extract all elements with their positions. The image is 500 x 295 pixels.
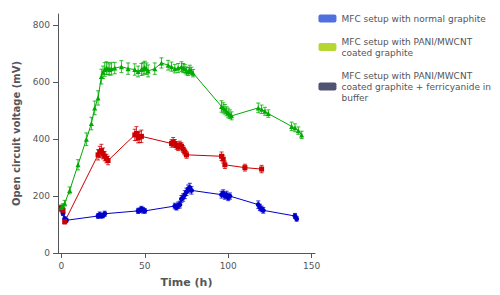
svg-text:100: 100 [220,261,237,271]
svg-text:0: 0 [58,261,64,271]
svg-text:0: 0 [44,248,50,258]
svg-text:MFC setup with normal graphite: MFC setup with normal graphite [341,14,486,24]
svg-text:buffer: buffer [341,93,368,103]
svg-text:150: 150 [303,261,320,271]
svg-text:600: 600 [33,77,50,87]
svg-text:MFC setup with PANI/MWCNT: MFC setup with PANI/MWCNT [341,37,472,47]
svg-text:400: 400 [33,134,50,144]
svg-text:50: 50 [139,261,151,271]
svg-text:coated graphite + ferricyanide: coated graphite + ferricyanide in [341,82,491,92]
svg-text:Open circuit voltage (mV): Open circuit voltage (mV) [11,61,22,206]
svg-text:coated graphite: coated graphite [341,48,413,58]
svg-text:800: 800 [33,20,50,30]
svg-text:MFC setup with PANI/MWCNT: MFC setup with PANI/MWCNT [341,71,472,81]
svg-text:200: 200 [33,191,50,201]
svg-text:Time (h): Time (h) [161,276,213,289]
